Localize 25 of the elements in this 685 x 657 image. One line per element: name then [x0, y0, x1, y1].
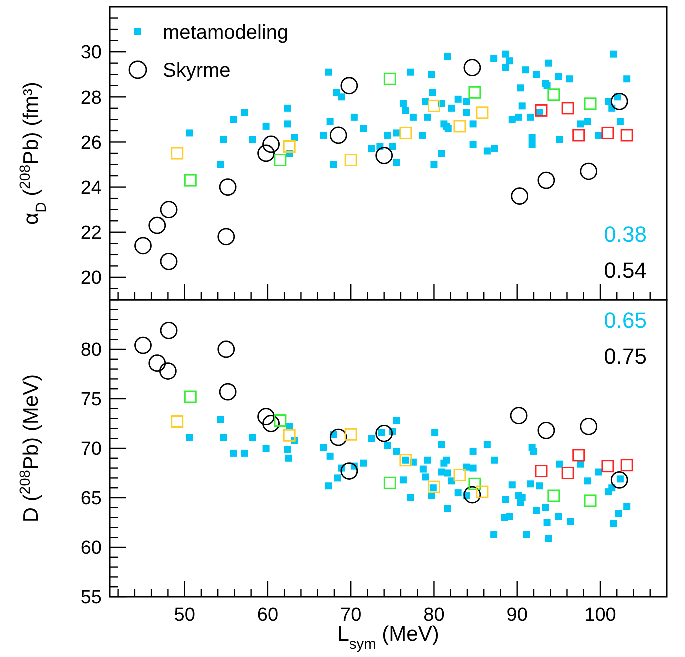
x-tick-label: 80	[424, 605, 445, 626]
y-tick-label: 70	[80, 439, 102, 460]
y-tick-label: 26	[80, 132, 102, 154]
y-tick-label: 75	[80, 390, 102, 411]
legend-label: Skyrme	[163, 60, 231, 82]
x-axis-title: L$_{sym}$ (MeV)	[338, 623, 440, 653]
y-tick-label: 55	[80, 588, 102, 609]
x-tick-label: 100	[584, 605, 616, 626]
y-tick-label: 65	[80, 488, 102, 510]
y-tick-label: 80	[80, 340, 102, 362]
x-tick-label: 50	[174, 605, 196, 626]
y-tick-label: 22	[80, 223, 102, 244]
annotation: 0.75	[604, 344, 647, 369]
annotation: 0.54	[604, 258, 647, 283]
annotation: 0.38	[604, 222, 647, 247]
y-tick-label: 24	[80, 178, 102, 199]
x-tick-label: 90	[506, 605, 528, 626]
x-tick-label: 60	[257, 605, 279, 626]
x-tick-label: 70	[340, 605, 362, 626]
annotation: 0.65	[604, 308, 647, 333]
y-tick-label: 28	[80, 88, 102, 109]
legend-label: metamodeling	[163, 22, 289, 44]
y-tick-label: 30	[80, 42, 102, 64]
y-tick-label: 60	[80, 538, 102, 560]
y-tick-label: 20	[80, 268, 102, 290]
